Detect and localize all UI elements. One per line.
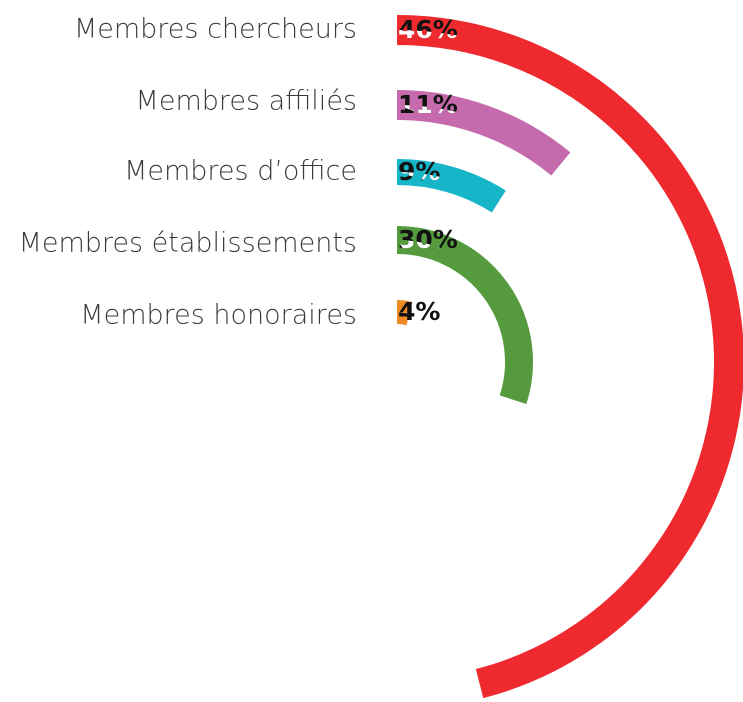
category-label: Membres chercheurs [74,14,357,45]
category-label: Membres affiliés [136,86,357,117]
category-label: Membres d’office [124,156,357,187]
category-label: Membres établissements [19,228,357,259]
value-label: 46% [398,15,458,44]
value-label: 9% [398,157,440,186]
value-label: 30% [398,225,458,254]
arc-bar [396,159,506,213]
arc-bar [396,15,743,699]
arc-bar [396,300,413,326]
category-label: Membres honoraires [80,300,357,331]
arc-bar [396,90,571,176]
arc-bar [396,226,533,405]
value-label: 11% [398,90,458,119]
value-label: 4% [398,297,440,326]
